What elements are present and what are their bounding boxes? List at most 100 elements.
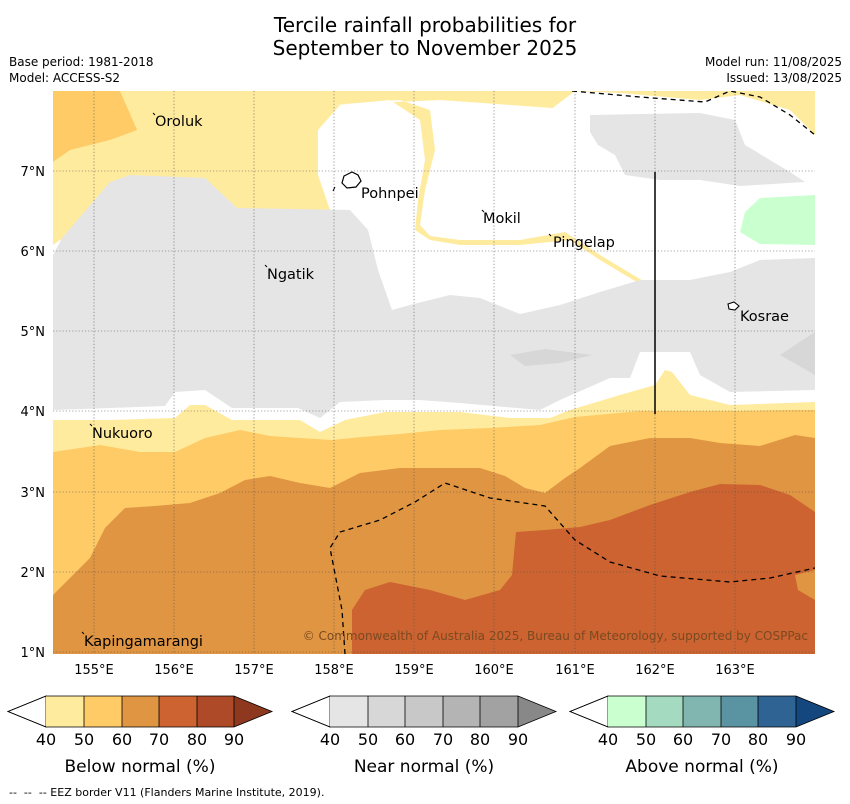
- near-cbar-seg-4: [480, 696, 518, 727]
- near-tick-40: 40: [320, 730, 340, 749]
- lon-tick-159: 159°E: [394, 663, 434, 678]
- atoll-marks: [81, 112, 552, 635]
- eez-border-north: [571, 91, 815, 136]
- below-cbar-seg-3: [159, 696, 197, 727]
- near-cbar-seg-2: [405, 696, 443, 727]
- pohnpei-island-icon: [341, 171, 362, 189]
- lat-tick-5: 5°N: [21, 325, 46, 340]
- below-cbar-seg-1: [84, 696, 122, 727]
- colorbar-near-normal: 40 50 60 70 80 90 Near normal (%): [290, 695, 558, 777]
- near-normal-50-zone-east-edge: [780, 332, 815, 375]
- lon-tick-156: 156°E: [154, 663, 194, 678]
- near-cbar-low-extend: [290, 695, 331, 728]
- title-line-1: Tercile rainfall probabilities for: [273, 13, 577, 37]
- ngatik-mark: [264, 264, 268, 268]
- below-cbar-seg-0: [46, 696, 84, 727]
- label-ngatik: Ngatik: [267, 267, 315, 283]
- near-tick-70: 70: [433, 730, 453, 749]
- axis-labels: 155°E 156°E 157°E 158°E 159°E 160°E 161°…: [21, 165, 755, 678]
- near-cbar-seg-1: [368, 696, 405, 727]
- near-normal-40-zone-ne: [590, 113, 805, 186]
- above-cbar-dividers: [645, 696, 797, 727]
- above-cbar-seg-1: [646, 696, 683, 727]
- near-cbar-seg-0: [330, 696, 368, 727]
- lon-tick-162: 162°E: [635, 663, 675, 678]
- lat-tick-6: 6°N: [21, 245, 46, 260]
- below-cbar-title: Below normal (%): [65, 757, 216, 777]
- model-run-text: Model run: 11/08/2025: [704, 55, 842, 69]
- oroluk-mark: [152, 112, 156, 116]
- near-cbar-title: Near normal (%): [354, 757, 494, 777]
- below-tick-90: 90: [224, 730, 244, 749]
- below-tick-50: 50: [74, 730, 94, 749]
- near-cbar-ticks: 40 50 60 70 80 90: [320, 730, 528, 749]
- near-normal-40-zone-central: [53, 175, 815, 418]
- eez-legend-text: -- -- -- EEZ border V11 (Flanders Marine…: [9, 786, 325, 799]
- below-cbar-seg-2: [122, 696, 159, 727]
- eez-border-south: [329, 482, 815, 654]
- near-tick-90: 90: [508, 730, 528, 749]
- above-cbar-low-extend: [568, 695, 609, 728]
- above-cbar-seg-2: [683, 696, 721, 727]
- lon-tick-161: 161°E: [555, 663, 595, 678]
- below-cbar-dividers: [83, 696, 235, 727]
- eez-borders: [329, 91, 815, 654]
- lat-tick-3: 3°N: [21, 486, 46, 501]
- label-kapingamarangi: Kapingamarangi: [84, 634, 203, 650]
- near-tick-80: 80: [470, 730, 490, 749]
- colorbar-below-normal: 40 50 60 70 80 90 Below normal (%): [6, 695, 274, 777]
- near-normal-50-zone-patch: [510, 349, 592, 366]
- below-cbar-high-extend: [234, 696, 272, 727]
- below-normal-40-zone-south: [53, 370, 815, 456]
- mokil-mark: [481, 209, 485, 213]
- model-text: Model: ACCESS-S2: [9, 71, 121, 85]
- near-cbar-dividers: [367, 696, 519, 727]
- below-normal-50-zone: [53, 410, 815, 595]
- below-normal-50-zone-nw: [53, 91, 137, 162]
- nukuoro-mark: [89, 423, 93, 427]
- issued-text: Issued: 13/08/2025: [726, 71, 842, 85]
- colorbar-above-normal: 40 50 60 70 80 90 Above normal (%): [568, 695, 836, 777]
- place-labels: Oroluk Pohnpei Mokil Pingelap Ngatik Kos…: [84, 114, 789, 650]
- title-line-2: September to November 2025: [272, 36, 578, 60]
- near-tick-60: 60: [395, 730, 415, 749]
- below-cbar-seg-4: [197, 696, 234, 727]
- lon-tick-163: 163°E: [715, 663, 755, 678]
- below-tick-80: 80: [187, 730, 207, 749]
- below-tick-40: 40: [36, 730, 56, 749]
- lon-tick-157: 157°E: [234, 663, 274, 678]
- meta-right: Model run: 11/08/2025 Issued: 13/08/2025: [705, 54, 842, 86]
- ant-atoll-icon: [332, 186, 336, 192]
- below-tick-60: 60: [112, 730, 132, 749]
- above-cbar-seg-3: [721, 696, 758, 727]
- above-cbar-seg-0: [608, 696, 646, 727]
- above-normal-40-zone-east: [740, 195, 815, 245]
- lat-tick-1: 1°N: [21, 646, 46, 661]
- lat-tick-7: 7°N: [21, 165, 46, 180]
- map-title: Tercile rainfall probabilities for Septe…: [0, 14, 850, 60]
- copyright-text: © Commonwealth of Australia 2025, Bureau…: [303, 629, 808, 643]
- above-tick-90: 90: [786, 730, 806, 749]
- above-tick-60: 60: [673, 730, 693, 749]
- above-cbar-seg-4: [758, 696, 796, 727]
- label-pohnpei: Pohnpei: [361, 186, 419, 202]
- lon-tick-155: 155°E: [74, 663, 114, 678]
- kapingamarangi-mark: [81, 631, 85, 635]
- lat-tick-2: 2°N: [21, 566, 46, 581]
- above-tick-70: 70: [711, 730, 731, 749]
- lon-tick-160: 160°E: [474, 663, 514, 678]
- near-cbar-seg-3: [443, 696, 480, 727]
- label-pingelap: Pingelap: [553, 235, 615, 251]
- lon-tick-158: 158°E: [314, 663, 354, 678]
- label-mokil: Mokil: [483, 211, 521, 227]
- above-tick-50: 50: [636, 730, 656, 749]
- below-cbar-ticks: 40 50 60 70 80 90: [36, 730, 244, 749]
- above-cbar-title: Above normal (%): [625, 757, 778, 777]
- base-period-text: Base period: 1981-2018: [9, 55, 154, 69]
- above-tick-80: 80: [748, 730, 768, 749]
- label-oroluk: Oroluk: [155, 114, 203, 130]
- probability-fields: [53, 91, 815, 654]
- lat-tick-4: 4°N: [21, 405, 46, 420]
- label-nukuoro: Nukuoro: [92, 426, 153, 442]
